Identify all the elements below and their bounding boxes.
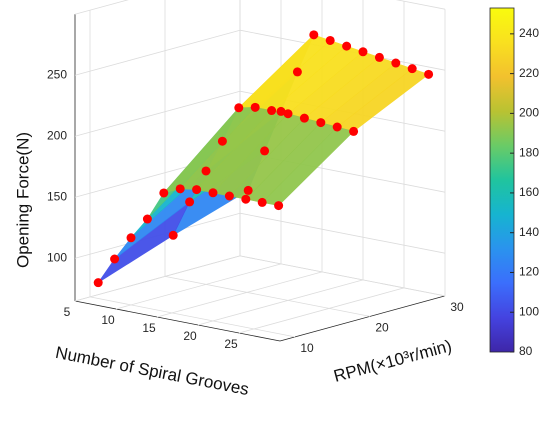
grid-line: [238, 287, 405, 334]
data-point: [234, 103, 244, 113]
colorbar-tick-label: 200: [519, 106, 539, 120]
data-point: [274, 201, 284, 211]
data-point: [299, 113, 309, 123]
x-tick-label: 20: [183, 329, 197, 343]
grid-line: [156, 271, 323, 318]
axis-box: [279, 295, 446, 342]
data-point: [241, 194, 251, 204]
data-point: [267, 106, 277, 116]
surface-patch: [97, 201, 190, 283]
grid-line: [115, 263, 282, 310]
z-axis-label: Opening Force(N): [13, 132, 32, 268]
z-tick-label: 250: [47, 67, 67, 81]
x-tick-label: 10: [101, 313, 115, 327]
axis-box: [74, 300, 281, 342]
data-point: [159, 188, 169, 198]
data-point: [250, 102, 260, 112]
data-point: [260, 146, 270, 156]
colorbar-tick-label: 240: [519, 26, 539, 40]
data-point: [374, 52, 384, 62]
data-point: [126, 233, 136, 243]
colorbar: [489, 7, 515, 353]
colorbar-tick-label: 220: [519, 66, 539, 80]
grid-line: [197, 279, 364, 326]
grid-line: [239, 212, 446, 254]
data-point: [217, 136, 227, 146]
data-point: [175, 184, 185, 194]
grid-line: [74, 255, 241, 302]
data-point: [224, 191, 234, 201]
grid-line: [239, 255, 446, 297]
data-point: [407, 64, 417, 74]
data-point: [208, 188, 218, 198]
data-point: [358, 47, 368, 57]
x-tick-label: 25: [224, 337, 238, 351]
grid-line: [74, 29, 241, 76]
data-point: [391, 58, 401, 68]
colorbar-tick-label: 140: [519, 225, 539, 239]
grid-line: [74, 90, 241, 137]
grid-line: [164, 276, 371, 317]
colorbar-tick-label: 120: [519, 265, 539, 279]
colorbar-tick-label: 100: [519, 304, 539, 318]
z-tick-label: 150: [47, 189, 67, 203]
y-tick-label: 30: [450, 300, 464, 314]
data-point: [342, 41, 352, 51]
data-point: [110, 254, 120, 264]
data-point: [325, 35, 335, 45]
data-point: [332, 122, 342, 132]
x-tick-label: 15: [142, 321, 156, 335]
y-axis-label: RPM(×10³r/min): [332, 336, 454, 386]
data-point: [316, 118, 326, 128]
y-tick-label: 20: [375, 321, 389, 335]
data-point: [283, 109, 293, 119]
data-point: [201, 166, 211, 176]
colorbar-tick-label: 80: [519, 344, 533, 358]
data-point: [192, 185, 202, 195]
data-point: [168, 230, 178, 240]
colorbar-tick-label: 180: [519, 145, 539, 159]
colorbar-tick-label: 160: [519, 185, 539, 199]
data-point: [257, 197, 267, 207]
axis-box: [395, 0, 446, 10]
data-point: [93, 278, 103, 288]
y-tick-label: 10: [300, 341, 314, 355]
z-tick-label: 100: [47, 250, 67, 264]
data-point: [185, 197, 195, 207]
data-point: [292, 67, 302, 77]
x-axis-label: Number of Spiral Grooves: [54, 343, 251, 399]
data-point: [424, 69, 434, 79]
data-point: [142, 214, 152, 224]
axis-box: [74, 0, 129, 15]
z-tick-label: 200: [47, 128, 67, 142]
data-point: [276, 106, 286, 116]
data-point: [309, 30, 319, 40]
x-tick-label: 5: [64, 305, 71, 319]
data-point: [243, 185, 253, 195]
data-point: [349, 126, 359, 136]
grid-line: [89, 296, 296, 338]
